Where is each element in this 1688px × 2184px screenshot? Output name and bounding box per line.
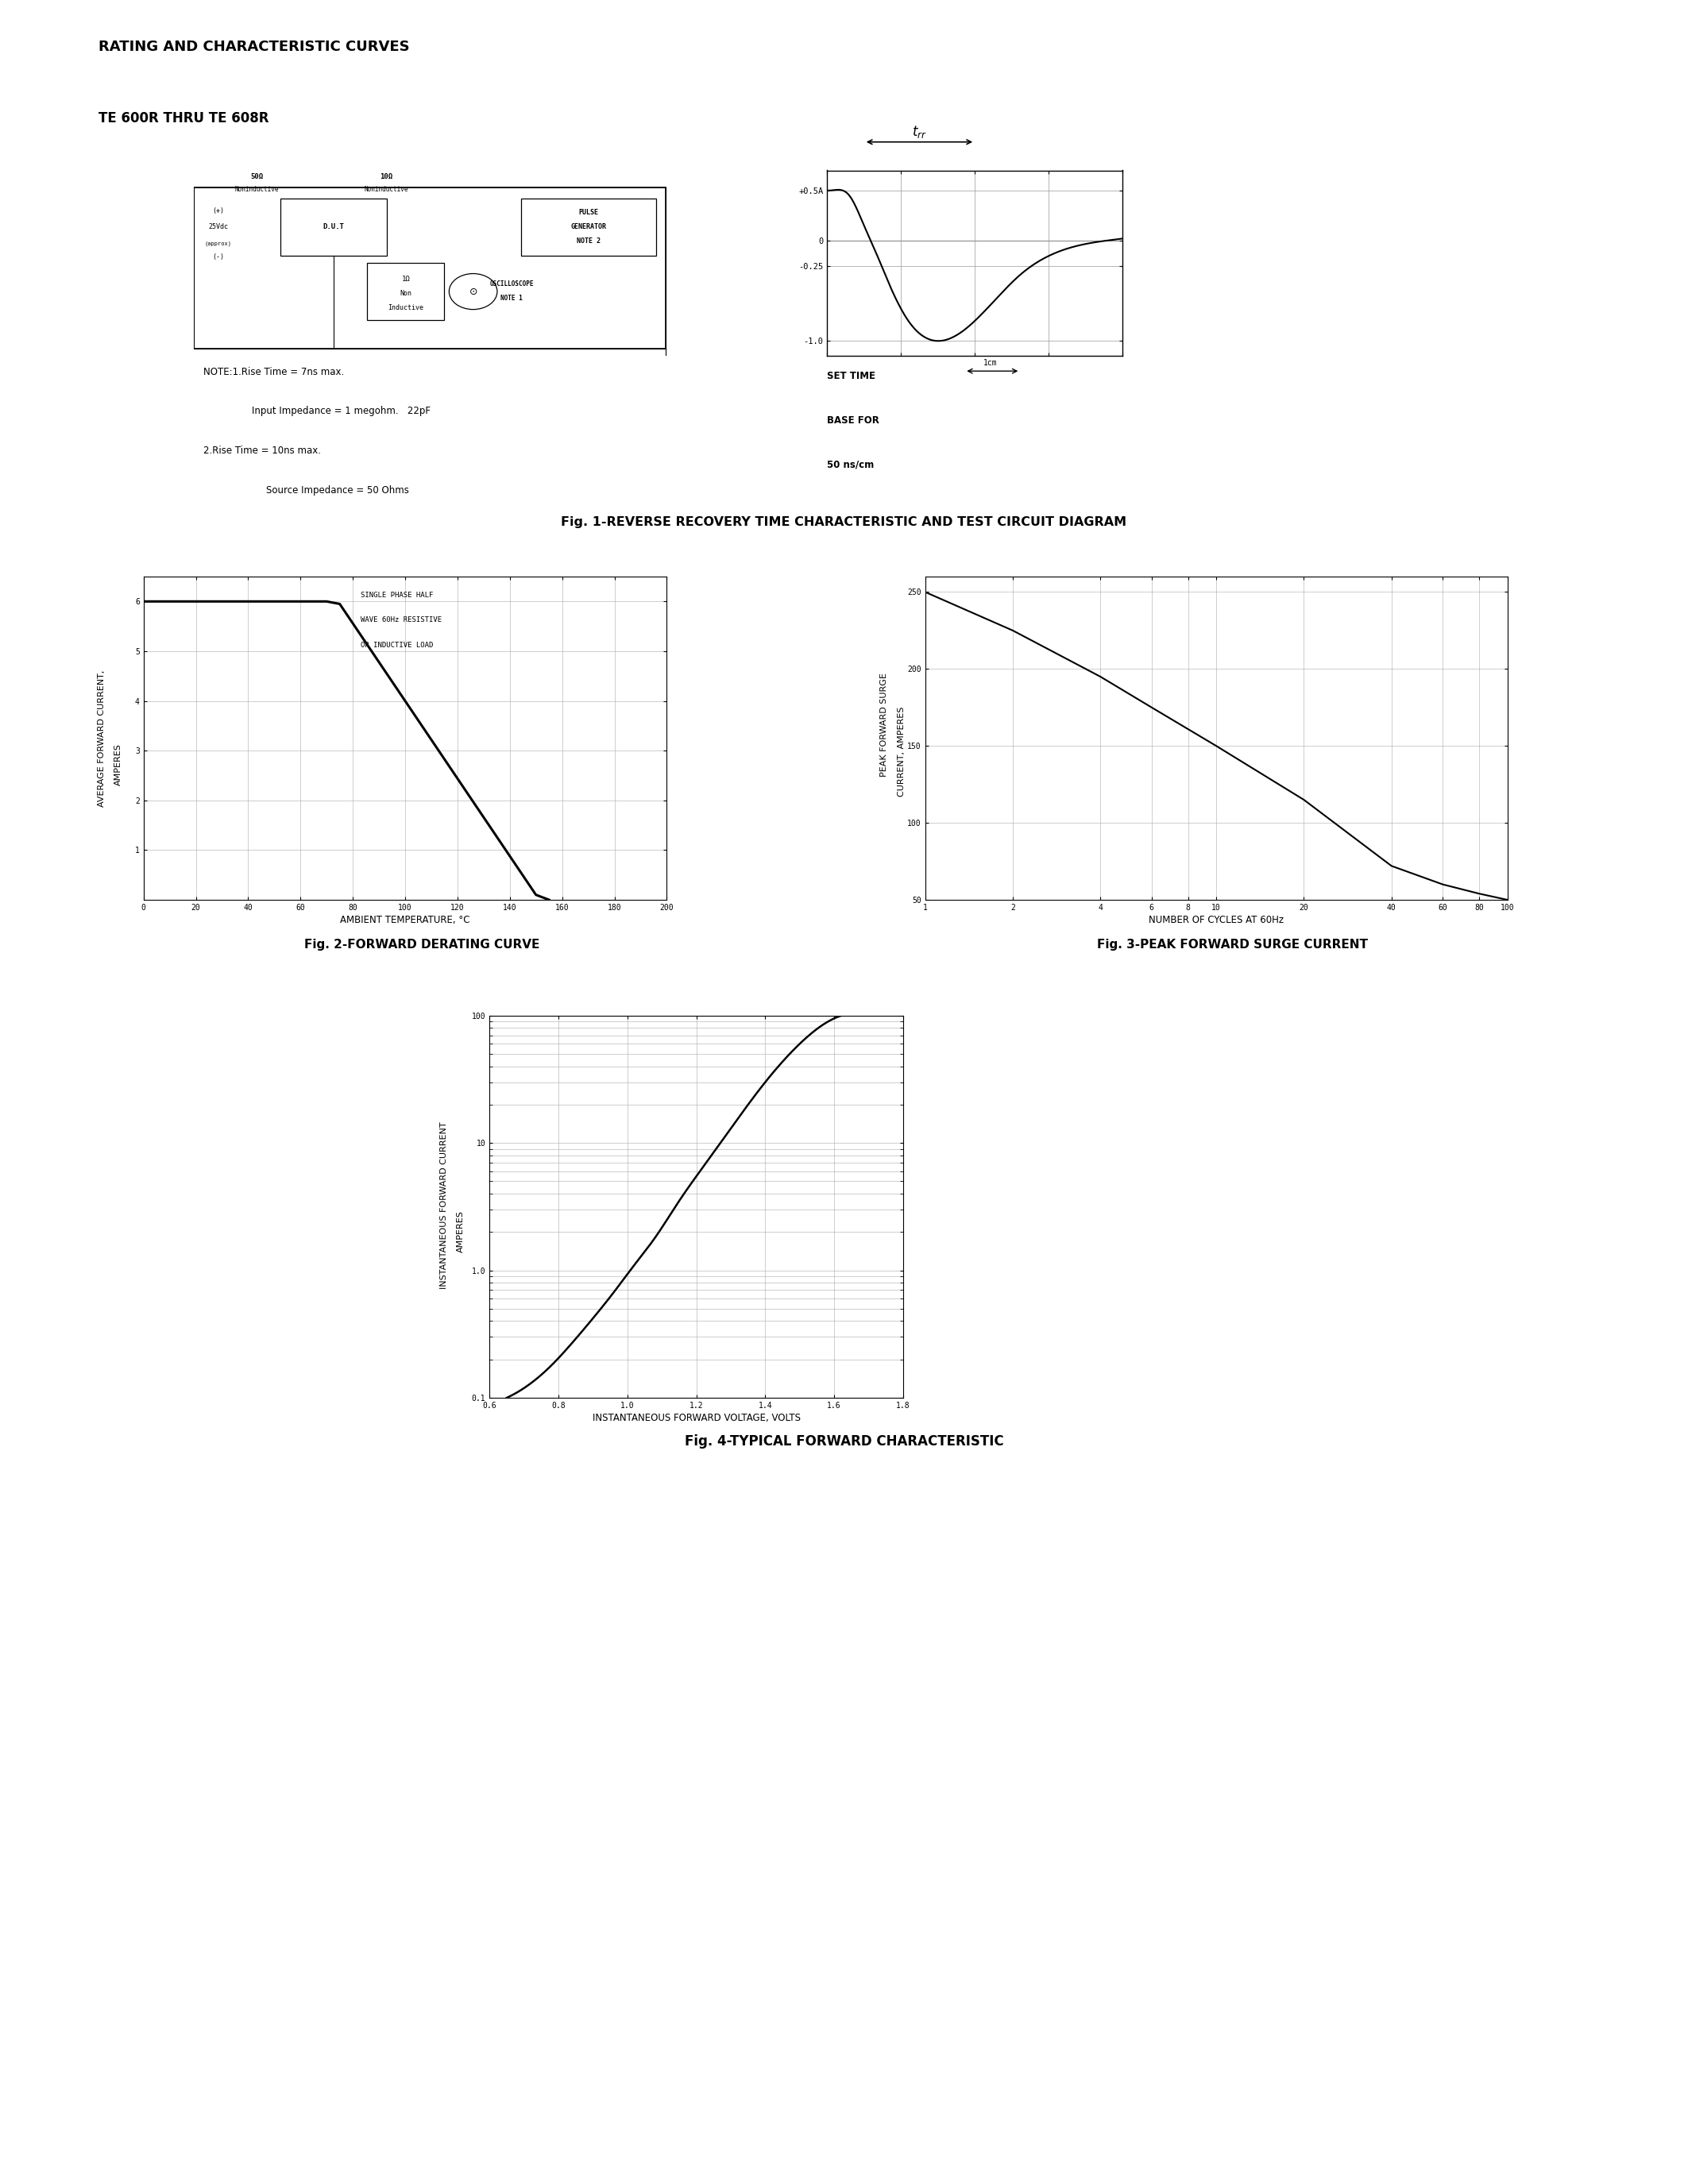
Text: OSCILLOSCOPE: OSCILLOSCOPE: [490, 280, 533, 288]
Text: ⊙: ⊙: [469, 286, 478, 297]
Text: Fig. 3-PEAK FORWARD SURGE CURRENT: Fig. 3-PEAK FORWARD SURGE CURRENT: [1097, 939, 1367, 950]
Text: 1Ω: 1Ω: [402, 275, 410, 282]
Bar: [368, 262, 444, 321]
X-axis label: AMBIENT TEMPERATURE, °C: AMBIENT TEMPERATURE, °C: [341, 915, 469, 926]
Text: AMPERES: AMPERES: [457, 1210, 464, 1254]
Text: Fig. 2-FORWARD DERATING CURVE: Fig. 2-FORWARD DERATING CURVE: [304, 939, 540, 950]
Text: CURRENT, AMPERES: CURRENT, AMPERES: [898, 705, 905, 797]
Bar: [280, 199, 387, 256]
Text: (-): (-): [213, 253, 225, 260]
Circle shape: [449, 273, 498, 310]
Text: $t_{rr}$: $t_{rr}$: [912, 124, 927, 140]
Text: 50 ns/cm: 50 ns/cm: [827, 461, 874, 470]
Text: 1cm: 1cm: [984, 360, 998, 367]
Text: Inductive: Inductive: [388, 304, 424, 310]
Text: RATING AND CHARACTERISTIC CURVES: RATING AND CHARACTERISTIC CURVES: [98, 39, 410, 55]
Text: Noninductive: Noninductive: [365, 186, 408, 192]
Text: WAVE 60Hz RESISTIVE: WAVE 60Hz RESISTIVE: [361, 616, 442, 625]
Text: Noninductive: Noninductive: [235, 186, 279, 192]
Text: Source Impedance = 50 Ohms: Source Impedance = 50 Ohms: [267, 485, 408, 496]
Text: INSTANTANEOUS FORWARD CURRENT: INSTANTANEOUS FORWARD CURRENT: [441, 1123, 447, 1289]
X-axis label: NUMBER OF CYCLES AT 60Hz: NUMBER OF CYCLES AT 60Hz: [1148, 915, 1285, 926]
Text: 2.Rise Time = 10ns max.: 2.Rise Time = 10ns max.: [204, 446, 321, 456]
Text: BASE FOR: BASE FOR: [827, 415, 879, 426]
Text: Fig. 4-TYPICAL FORWARD CHARACTERISTIC: Fig. 4-TYPICAL FORWARD CHARACTERISTIC: [685, 1435, 1003, 1448]
Text: OR INDUCTIVE LOAD: OR INDUCTIVE LOAD: [361, 642, 434, 649]
Bar: [522, 199, 657, 256]
Text: 50Ω: 50Ω: [250, 173, 263, 181]
Text: Fig. 1-REVERSE RECOVERY TIME CHARACTERISTIC AND TEST CIRCUIT DIAGRAM: Fig. 1-REVERSE RECOVERY TIME CHARACTERIS…: [560, 515, 1128, 529]
Text: 10Ω: 10Ω: [380, 173, 393, 181]
Text: AVERAGE FORWARD CURRENT,: AVERAGE FORWARD CURRENT,: [98, 670, 105, 806]
Text: TE 600R THRU TE 608R: TE 600R THRU TE 608R: [98, 111, 268, 124]
Text: AMPERES: AMPERES: [115, 743, 122, 786]
Text: SET TIME: SET TIME: [827, 371, 876, 382]
Text: GENERATOR: GENERATOR: [571, 223, 606, 232]
Text: NOTE 2: NOTE 2: [577, 238, 601, 245]
Text: (+): (+): [213, 207, 225, 214]
Text: 25Vdc: 25Vdc: [208, 223, 228, 232]
Text: PULSE: PULSE: [579, 210, 599, 216]
Text: NOTE:1.Rise Time = 7ns max.: NOTE:1.Rise Time = 7ns max.: [204, 367, 344, 378]
Text: Non: Non: [400, 290, 412, 297]
Text: (approx): (approx): [204, 240, 231, 247]
Text: NOTE 1: NOTE 1: [501, 295, 523, 301]
X-axis label: INSTANTANEOUS FORWARD VOLTAGE, VOLTS: INSTANTANEOUS FORWARD VOLTAGE, VOLTS: [592, 1413, 800, 1424]
Text: SINGLE PHASE HALF: SINGLE PHASE HALF: [361, 592, 434, 598]
Text: D.U.T: D.U.T: [322, 223, 344, 232]
Text: PEAK FORWARD SURGE: PEAK FORWARD SURGE: [881, 673, 888, 778]
Text: Input Impedance = 1 megohm.   22pF: Input Impedance = 1 megohm. 22pF: [252, 406, 430, 417]
